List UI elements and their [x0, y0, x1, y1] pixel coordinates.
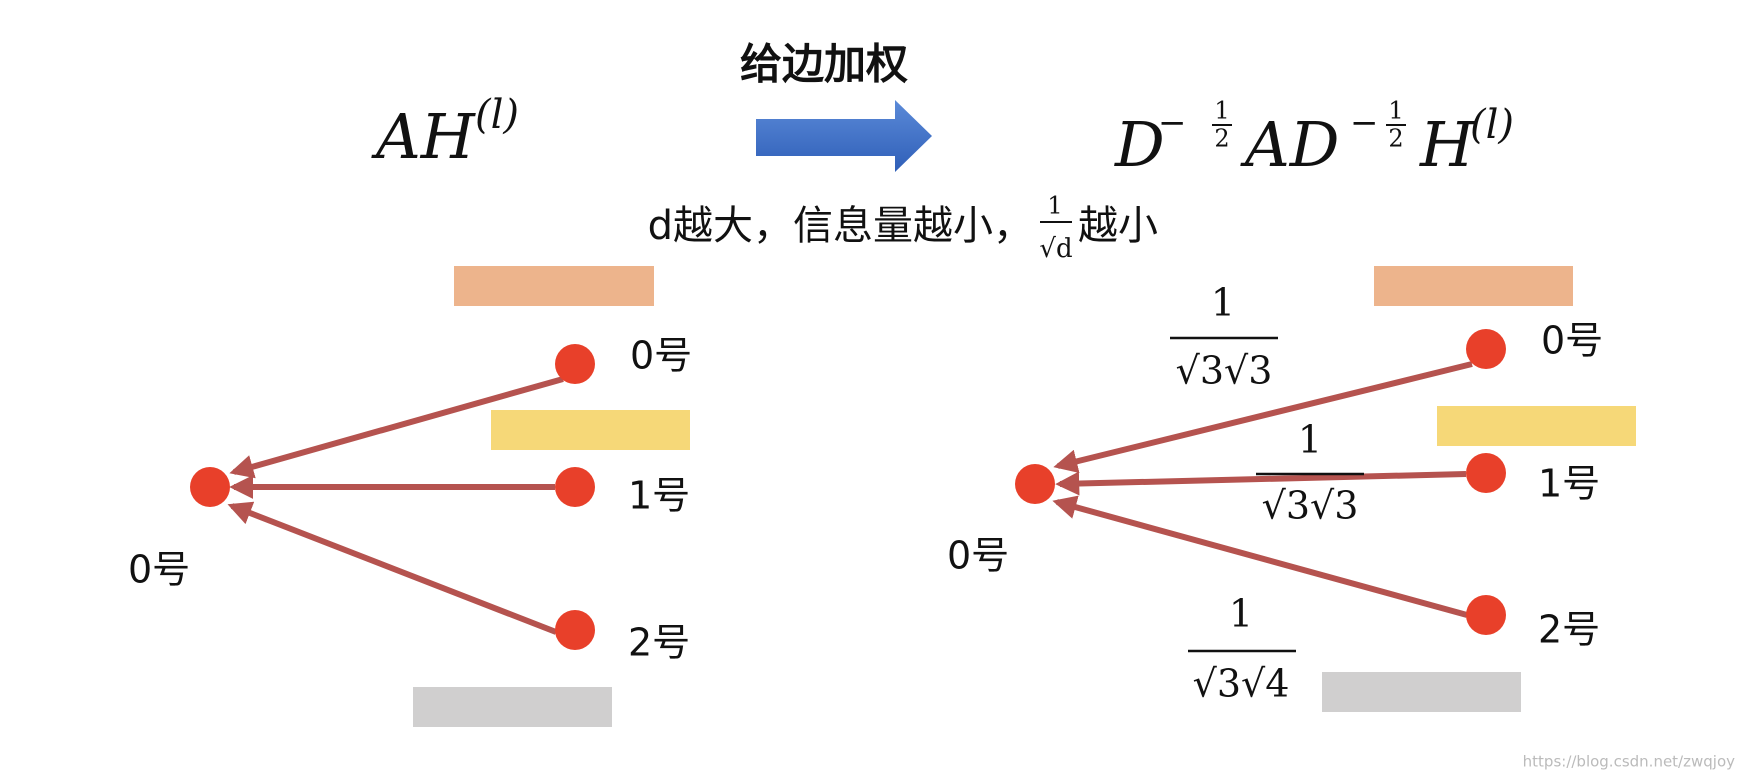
caption-frac-den: √d	[1039, 234, 1072, 264]
formula-term: H	[1419, 108, 1476, 181]
formula-right: D − 1 2 AD − 1 2 H (l)	[1114, 97, 1514, 182]
node	[1466, 329, 1506, 369]
node-label: 0号	[630, 334, 692, 378]
node	[555, 610, 595, 650]
node	[1466, 453, 1506, 493]
edge	[1055, 471, 1467, 496]
node	[1015, 464, 1055, 504]
node-label: 0号	[128, 548, 190, 592]
watermark: https://blog.csdn.net/zwqjoy	[1523, 753, 1735, 771]
edge	[227, 501, 558, 635]
right-graph: 0号 0号 1号 2号 1 √3√3 1 √3√3 1 √3√4	[947, 266, 1636, 712]
highlight-bar	[413, 687, 612, 727]
edge	[1053, 361, 1473, 474]
formula-left-sup: (l)	[475, 92, 519, 138]
highlight-bar	[1437, 406, 1636, 446]
formula-term: AD	[1240, 108, 1339, 181]
weight-num: 1	[1298, 418, 1322, 462]
node	[555, 344, 595, 384]
formula-sup: 2	[1388, 125, 1403, 153]
formula-sup: 1	[1388, 97, 1403, 125]
formula-left-base: AH	[371, 100, 477, 173]
highlight-bar	[1322, 672, 1521, 712]
edge	[229, 376, 564, 479]
highlight-bar	[1374, 266, 1573, 306]
caption-frac-num: 1	[1047, 192, 1062, 220]
formula-term: D	[1114, 108, 1165, 181]
formula-sup: −	[1350, 103, 1379, 143]
node	[555, 467, 595, 507]
transform-arrow	[756, 100, 932, 172]
node-label: 1号	[1538, 462, 1600, 506]
arrow-label: 给边加权	[740, 40, 908, 89]
formula-sup: 2	[1214, 125, 1229, 153]
formula-sup: −	[1158, 103, 1187, 143]
formula-sup: (l)	[1470, 102, 1514, 148]
edge	[1052, 495, 1468, 618]
left-graph: 0号 0号 1号 2号	[128, 266, 692, 727]
formula-sup: 1	[1214, 97, 1229, 125]
caption: d越大，信息量越小，	[648, 203, 1033, 249]
node-label: 1号	[628, 474, 690, 518]
node-label: 0号	[1541, 319, 1603, 363]
weight-num: 1	[1211, 281, 1235, 325]
node	[1466, 595, 1506, 635]
node-label: 2号	[628, 621, 690, 665]
node	[190, 467, 230, 507]
node-label: 2号	[1538, 608, 1600, 652]
weight-den: √3√4	[1193, 662, 1290, 706]
highlight-bar	[491, 410, 690, 450]
weight-den: √3√3	[1262, 484, 1359, 528]
node-label: 0号	[947, 534, 1009, 578]
caption: 越小	[1078, 203, 1158, 249]
weight-den: √3√3	[1176, 349, 1273, 393]
highlight-bar	[454, 266, 654, 306]
weight-num: 1	[1229, 592, 1253, 636]
